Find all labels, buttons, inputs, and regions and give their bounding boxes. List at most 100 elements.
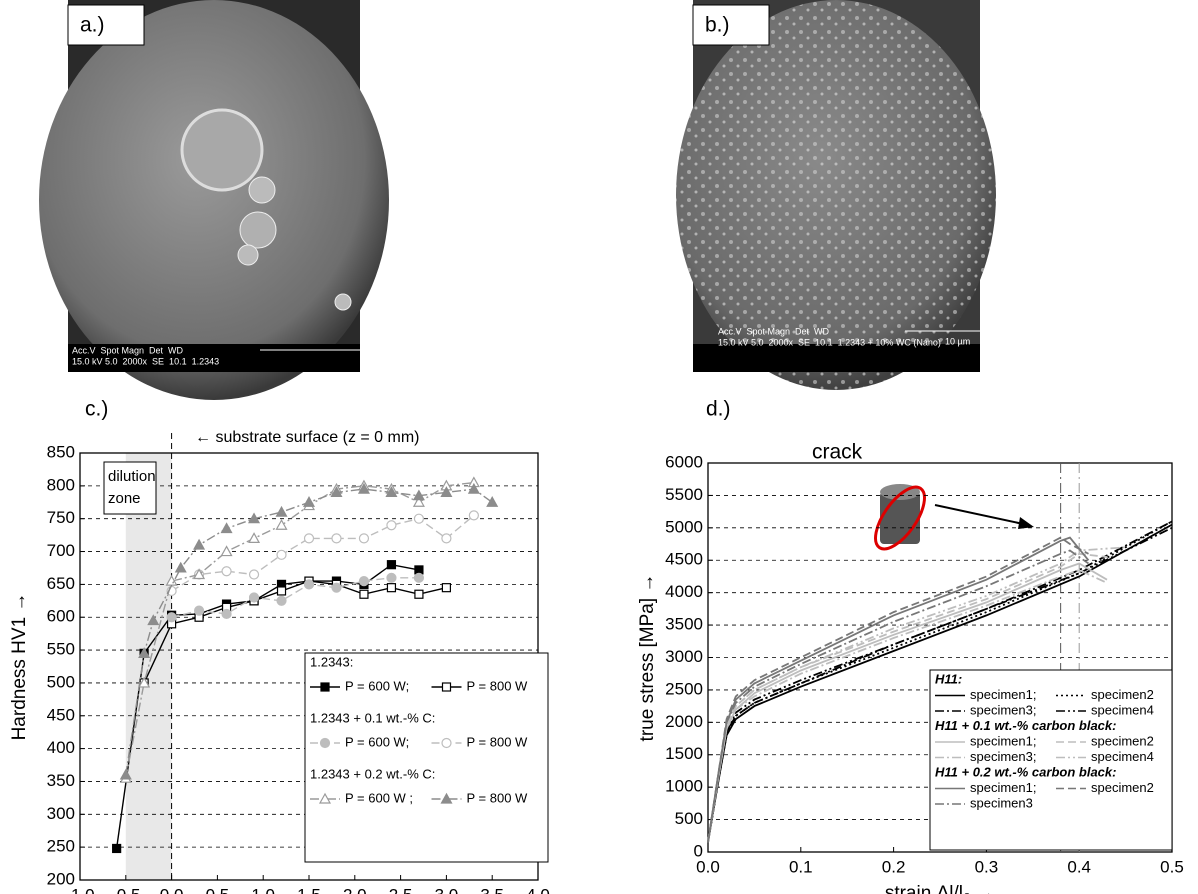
legend-group-title: H11 + 0.2 wt.-% carbon black:	[935, 764, 1116, 779]
region-label: zone	[108, 490, 141, 507]
marker	[387, 561, 395, 569]
marker	[332, 534, 341, 543]
legend-label: specimen3;	[970, 749, 1036, 764]
x-tick-label: 3.5	[480, 885, 504, 894]
series-line	[172, 515, 474, 591]
marker	[359, 577, 368, 586]
y-tick-label: 250	[47, 837, 75, 856]
y-tick-label: 550	[47, 640, 75, 659]
caption: Acc.V Spot Magn Det WD	[72, 345, 184, 355]
x-axis-label: strain Δl/l₀ →	[885, 883, 995, 894]
legend-label: specimen3;	[970, 702, 1036, 717]
legend-group-title: H11:	[935, 671, 962, 686]
marker	[359, 534, 368, 543]
x-tick-label: -1.0	[65, 885, 94, 894]
legend-label: specimen1;	[970, 780, 1036, 795]
y-tick-label: 800	[47, 475, 75, 494]
y-tick-label: 2000	[665, 712, 703, 731]
marker	[195, 606, 204, 615]
legend-label: specimen2	[1091, 687, 1154, 702]
legend-label: P = 800 W	[467, 734, 529, 749]
marker	[321, 739, 330, 748]
y-tick-label: 400	[47, 738, 75, 757]
y-axis-label: Hardness HV1 →	[9, 593, 30, 741]
legend-label: specimen2	[1091, 780, 1154, 795]
marker	[277, 507, 287, 516]
legend-label: P = 800 W	[467, 790, 529, 805]
panel-label: a.)	[80, 14, 105, 37]
marker	[167, 613, 176, 622]
marker	[250, 570, 259, 579]
marker	[360, 590, 368, 598]
caption: 15.0 kV 5.0 2000x SE 10.1 1.2343	[72, 356, 219, 366]
legend-label: specimen3	[970, 795, 1033, 810]
x-tick-label: -0.5	[111, 885, 140, 894]
legend-group-title: 1.2343 + 0.1 wt.-% C:	[310, 710, 435, 725]
marker	[278, 587, 286, 595]
legend-label: specimen4	[1091, 702, 1154, 717]
y-tick-label: 500	[675, 809, 703, 828]
y-tick-label: 3500	[665, 615, 703, 634]
series-line	[172, 578, 419, 617]
y-axis-label: true stress [MPa] →	[637, 574, 658, 742]
marker	[321, 683, 329, 691]
marker	[249, 533, 259, 542]
marker	[387, 521, 396, 530]
y-tick-label: 4000	[665, 582, 703, 601]
x-tick-label: 2.5	[389, 885, 413, 894]
y-tick-label: 450	[47, 705, 75, 724]
marker	[222, 609, 231, 618]
marker	[304, 497, 314, 506]
x-tick-label: 0.5	[1160, 857, 1184, 876]
y-tick-label: 600	[47, 607, 75, 626]
marker	[222, 524, 232, 533]
marker	[442, 534, 451, 543]
legend-label: P = 800 W	[467, 678, 529, 693]
marker	[487, 497, 497, 506]
marker	[305, 580, 314, 589]
x-tick-label: 2.0	[343, 885, 367, 894]
figure: Acc.V Spot Magn Det WD 15.0 kV 5.0 2000x…	[0, 0, 1198, 894]
marker	[222, 567, 231, 576]
legend-label: specimen2	[1091, 733, 1154, 748]
y-tick-label: 350	[47, 771, 75, 790]
legend-group-title: 1.2343 + 0.2 wt.-% C:	[310, 766, 435, 781]
marker	[414, 514, 423, 523]
y-tick-label: 5000	[665, 517, 703, 536]
scale-bar: 10 µm	[945, 336, 970, 346]
legend-label: specimen1;	[970, 687, 1036, 702]
marker	[305, 534, 314, 543]
legend-group-title: H11 + 0.1 wt.-% carbon black:	[935, 718, 1116, 733]
annotation: crack	[812, 441, 863, 464]
legend-label: specimen4	[1091, 749, 1154, 764]
marker	[277, 596, 286, 605]
y-tick-label: 500	[47, 672, 75, 691]
scale-bar: 10 µm	[380, 344, 405, 354]
marker	[277, 520, 287, 529]
y-tick-label: 300	[47, 804, 75, 823]
y-tick-label: 650	[47, 574, 75, 593]
y-tick-label: 850	[47, 442, 75, 461]
marker	[442, 584, 450, 592]
marker	[277, 550, 286, 559]
legend-label: P = 600 W ;	[345, 790, 413, 805]
region-label: dilution	[108, 468, 156, 485]
marker	[387, 573, 396, 582]
y-tick-label: 5500	[665, 485, 703, 504]
marker	[442, 739, 451, 748]
x-tick-label: 0.5	[206, 885, 230, 894]
panel-label: b.)	[705, 14, 730, 37]
sem-image-a: Acc.V Spot Magn Det WD 15.0 kV 5.0 2000x…	[39, 0, 405, 400]
y-tick-label: 3000	[665, 647, 703, 666]
y-tick-label: 1000	[665, 777, 703, 796]
x-tick-label: 4.0	[526, 885, 550, 894]
marker	[332, 583, 341, 592]
x-tick-label: 0.0	[696, 857, 720, 876]
marker	[113, 844, 121, 852]
legend-label: P = 600 W;	[345, 734, 409, 749]
crack-icon	[866, 479, 1034, 556]
marker	[469, 511, 478, 520]
y-tick-label: 750	[47, 508, 75, 527]
x-tick-label: 0.4	[1067, 857, 1091, 876]
x-tick-label: 1.0	[251, 885, 275, 894]
